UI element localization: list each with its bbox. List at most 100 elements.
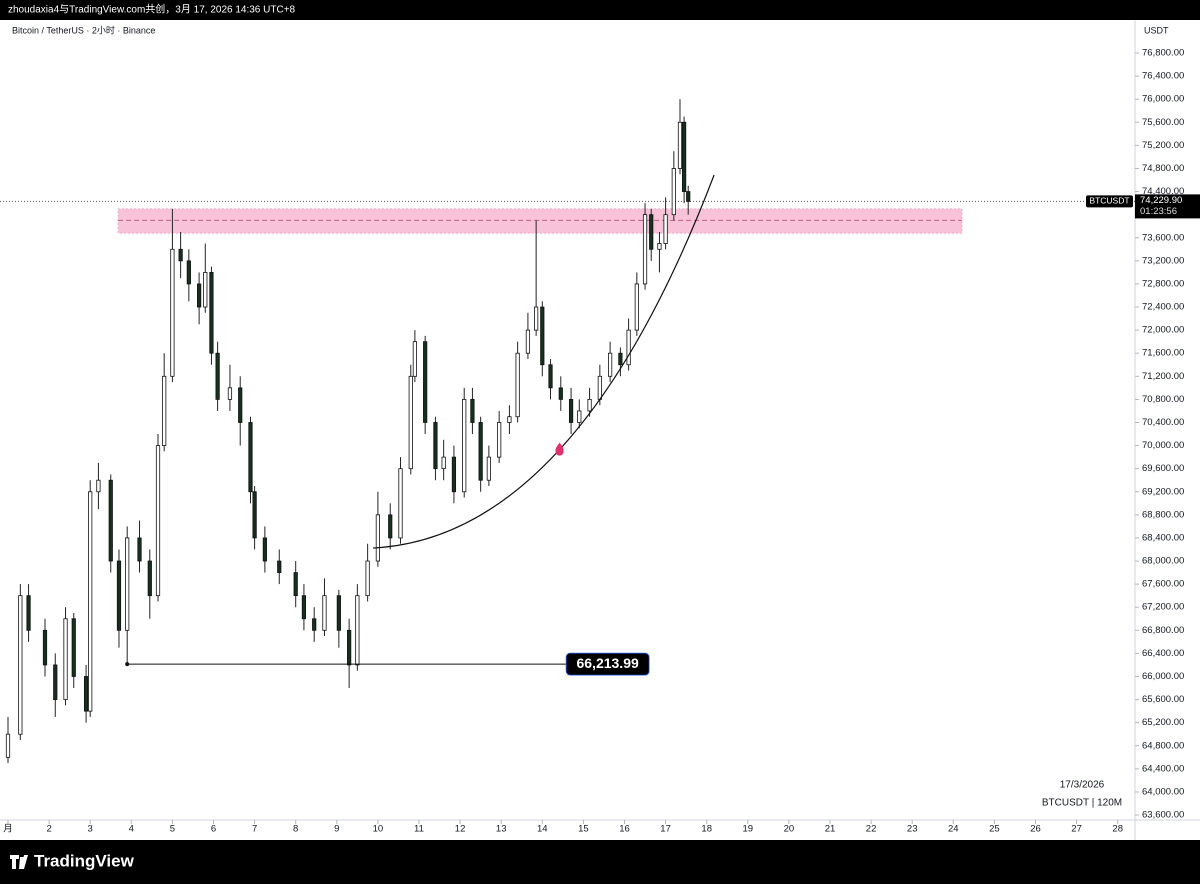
candle-body [375, 514, 380, 562]
candle-body [462, 398, 467, 493]
candle-body [548, 364, 553, 389]
candle-body [671, 168, 676, 216]
candle-body [681, 121, 687, 192]
symbol-box [1086, 195, 1133, 208]
candle-body [433, 422, 438, 470]
x-tick-label: 2 [46, 824, 51, 835]
candle-body [568, 398, 574, 423]
candle-body [626, 329, 631, 366]
candle-body [423, 341, 428, 423]
candle-body [322, 595, 327, 631]
candle-body [248, 422, 253, 493]
candle-body [227, 387, 233, 400]
x-tick-label: 7 [252, 824, 257, 835]
y-tick-label: 63,600.00 [1142, 810, 1184, 821]
x-tick-label: 22 [866, 824, 877, 835]
header-text: zhoudaxia4与TradingView.com共创，3月 17, 2026… [8, 3, 296, 16]
y-tick-label: 70,800.00 [1142, 394, 1184, 405]
candle-body [26, 595, 31, 631]
candle-body [125, 537, 130, 631]
candle-body [657, 243, 662, 250]
candle-body [137, 537, 142, 562]
y-tick-label: 71,200.00 [1142, 371, 1184, 382]
x-tick-label: 13 [496, 824, 507, 835]
candle-body [96, 479, 101, 493]
candle-body [186, 260, 191, 285]
x-tick-label: 8 [293, 824, 298, 835]
x-tick-label: 月 [3, 824, 13, 835]
y-tick-label: 66,400.00 [1142, 648, 1184, 659]
candle-body [147, 560, 152, 597]
x-tick-label: 11 [414, 824, 424, 835]
candle-body [215, 352, 220, 400]
candle-body [71, 618, 76, 677]
date-label: 17/3/2026 [1060, 780, 1105, 791]
candle-body [478, 422, 483, 481]
candle-body [451, 456, 457, 493]
candle-body [178, 248, 183, 262]
candle-body [293, 572, 298, 597]
chart-title: Bitcoin / TetherUS · 2小时 · Binance [12, 24, 155, 35]
x-tick-label: 28 [1112, 824, 1123, 835]
bottom-bar [0, 840, 1200, 884]
candle-body [277, 560, 282, 573]
y-tick-label: 68,400.00 [1142, 532, 1184, 543]
y-tick-label: 65,600.00 [1142, 694, 1184, 705]
y-tick-label: 66,800.00 [1142, 625, 1184, 636]
y-tick-label: 72,400.00 [1142, 302, 1184, 313]
candle-body [398, 468, 403, 539]
low-label-box [565, 652, 650, 676]
x-tick-label: 10 [373, 824, 384, 835]
top-bar [0, 0, 1200, 20]
candle-body [515, 352, 520, 418]
candle-body [18, 595, 23, 735]
candle-body [108, 479, 113, 562]
candle-body [642, 214, 648, 285]
candle-body [347, 629, 352, 666]
low-line-anchor [125, 662, 130, 667]
candle-body [608, 352, 613, 377]
candle-body [162, 375, 167, 446]
candle-body [497, 422, 502, 458]
y-tick-label: 64,400.00 [1142, 763, 1184, 774]
x-tick-label: 12 [455, 824, 466, 835]
candle-body [540, 306, 545, 366]
candle-body [486, 456, 491, 481]
y-tick-label: 66,000.00 [1142, 671, 1184, 682]
x-tick-label: 14 [537, 824, 548, 835]
candle-body [587, 398, 592, 412]
x-tick-label: 4 [129, 824, 134, 835]
y-tick-label: 68,000.00 [1142, 556, 1184, 567]
x-tick-label: 3 [88, 824, 93, 835]
logo-icon [10, 855, 28, 869]
candle-body [252, 491, 257, 539]
y-tick-label: 73,600.00 [1142, 232, 1184, 243]
candle-body [63, 618, 68, 700]
x-tick-label: 17 [660, 824, 671, 835]
symbol-text: BTCUSDT [1089, 196, 1129, 206]
candle-body [209, 271, 214, 354]
y-tick-label: 76,800.00 [1142, 48, 1184, 59]
candle-body [558, 387, 563, 400]
y-tick-label: 73,200.00 [1142, 255, 1184, 266]
x-tick-label: 9 [334, 824, 339, 835]
x-tick-label: 6 [211, 824, 216, 835]
y-tick-label: 70,000.00 [1142, 440, 1184, 451]
candle-body [534, 306, 539, 331]
candle-body [238, 387, 243, 423]
candle-body [88, 491, 93, 712]
x-tick-label: 25 [989, 824, 1000, 835]
candle-body [83, 676, 89, 712]
curve-marker [555, 442, 564, 456]
candle-body [677, 121, 683, 169]
symbol-label: BTCUSDT | 120M [1042, 798, 1122, 809]
y-tick-label: 68,800.00 [1142, 509, 1184, 520]
candle-body [170, 248, 175, 377]
x-tick-label: 19 [743, 824, 754, 835]
candle-body [5, 733, 11, 758]
x-tick-label: 15 [578, 824, 589, 835]
x-tick-label: 16 [619, 824, 630, 835]
y-tick-label: 72,000.00 [1142, 325, 1184, 336]
